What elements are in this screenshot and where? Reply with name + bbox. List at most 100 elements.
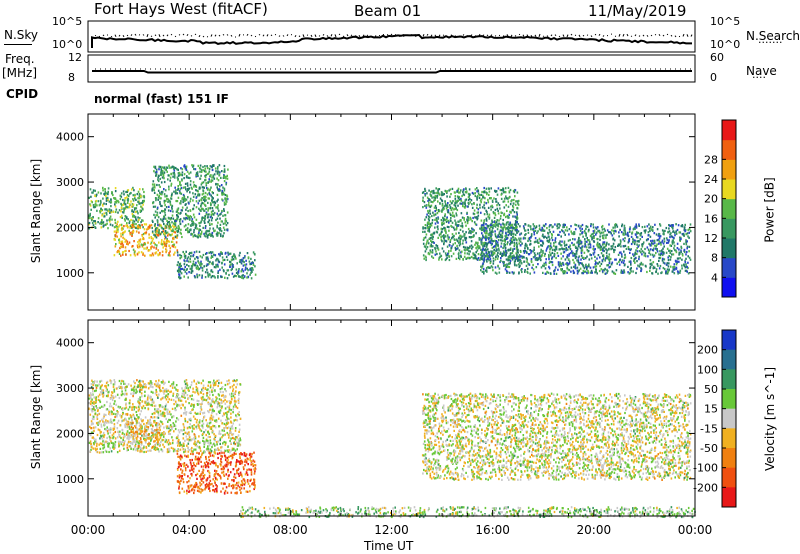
data-cell	[133, 251, 136, 254]
data-cell	[453, 238, 456, 241]
data-cell	[208, 262, 210, 265]
data-cell	[564, 229, 567, 232]
data-cell	[195, 173, 197, 177]
noise-search-dot	[118, 34, 121, 37]
data-cell	[537, 241, 539, 244]
data-cell	[512, 249, 514, 253]
data-cell	[178, 265, 181, 268]
data-cell	[425, 233, 428, 236]
data-cell	[509, 247, 512, 250]
data-cell	[190, 448, 192, 451]
data-cell	[160, 197, 162, 200]
data-cell	[674, 249, 676, 252]
data-cell	[107, 210, 110, 213]
data-cell	[609, 257, 612, 260]
data-cell	[248, 260, 251, 263]
data-cell	[487, 215, 489, 218]
data-cell	[490, 250, 492, 253]
data-cell	[503, 245, 506, 248]
data-cell	[530, 251, 532, 254]
data-cell	[610, 245, 613, 248]
data-cell	[636, 252, 638, 255]
data-cell	[206, 165, 208, 168]
data-cell	[125, 239, 127, 242]
data-cell	[606, 233, 608, 236]
data-cell	[471, 191, 474, 195]
data-cell	[507, 226, 509, 229]
data-cell	[177, 185, 179, 188]
data-cell	[523, 251, 526, 254]
data-cell	[432, 245, 434, 248]
data-cell	[239, 251, 241, 254]
data-cell	[217, 275, 219, 278]
data-cell	[423, 237, 425, 240]
data-cell	[462, 230, 464, 233]
data-cell	[428, 253, 431, 256]
data-cell	[226, 229, 229, 232]
data-cell	[176, 176, 179, 179]
data-cell	[493, 251, 496, 254]
data-cell	[473, 229, 475, 232]
data-cell	[211, 166, 213, 169]
data-cell	[632, 270, 634, 273]
data-cell	[226, 198, 229, 201]
data-cell	[101, 391, 103, 394]
data-cell	[494, 266, 497, 269]
data-cell	[492, 252, 494, 255]
data-cell	[572, 238, 574, 241]
data-cell	[613, 248, 615, 252]
data-cell	[563, 240, 566, 243]
data-cell	[214, 419, 216, 422]
data-cell	[466, 219, 469, 222]
data-cell	[141, 425, 143, 428]
data-cell	[178, 227, 180, 230]
data-cell	[180, 200, 182, 203]
data-cell	[177, 230, 180, 233]
data-cell	[437, 248, 440, 251]
data-cell	[594, 263, 597, 266]
data-cell	[223, 208, 225, 211]
data-cell	[467, 216, 470, 219]
data-cell	[95, 199, 98, 203]
data-cell	[460, 212, 463, 215]
data-cell	[620, 253, 623, 256]
data-cell	[476, 218, 478, 221]
data-cell	[128, 229, 130, 232]
data-cell	[492, 260, 495, 263]
data-cell	[114, 245, 117, 248]
data-cell	[658, 237, 661, 240]
data-cell	[550, 246, 553, 249]
data-cell	[229, 265, 231, 268]
data-cell	[177, 207, 180, 210]
data-cell	[198, 222, 200, 225]
data-cell	[210, 219, 213, 222]
data-cell	[199, 224, 201, 227]
data-cell	[490, 231, 493, 234]
data-cell	[446, 234, 449, 237]
data-cell	[180, 264, 182, 268]
power-panel-background	[88, 114, 695, 310]
data-cell	[686, 250, 688, 254]
data-cell	[560, 252, 562, 255]
data-cell	[532, 256, 535, 259]
noise-search-dot	[346, 34, 349, 37]
noise-search-dot	[190, 35, 193, 37]
data-cell	[595, 227, 598, 230]
data-cell	[601, 231, 603, 234]
data-cell	[148, 382, 151, 385]
data-cell	[445, 204, 447, 207]
data-cell	[574, 266, 576, 269]
data-cell	[132, 194, 135, 197]
noise-search-dot	[526, 34, 529, 37]
data-cell	[134, 216, 137, 219]
data-cell	[550, 260, 553, 264]
data-cell	[530, 259, 533, 262]
data-cell	[443, 236, 445, 239]
data-cell	[500, 259, 502, 262]
data-cell	[451, 187, 454, 190]
data-cell	[223, 263, 226, 266]
data-cell	[198, 207, 200, 210]
data-cell	[455, 223, 458, 226]
noise-search-dot	[406, 34, 409, 37]
data-cell	[605, 236, 607, 239]
